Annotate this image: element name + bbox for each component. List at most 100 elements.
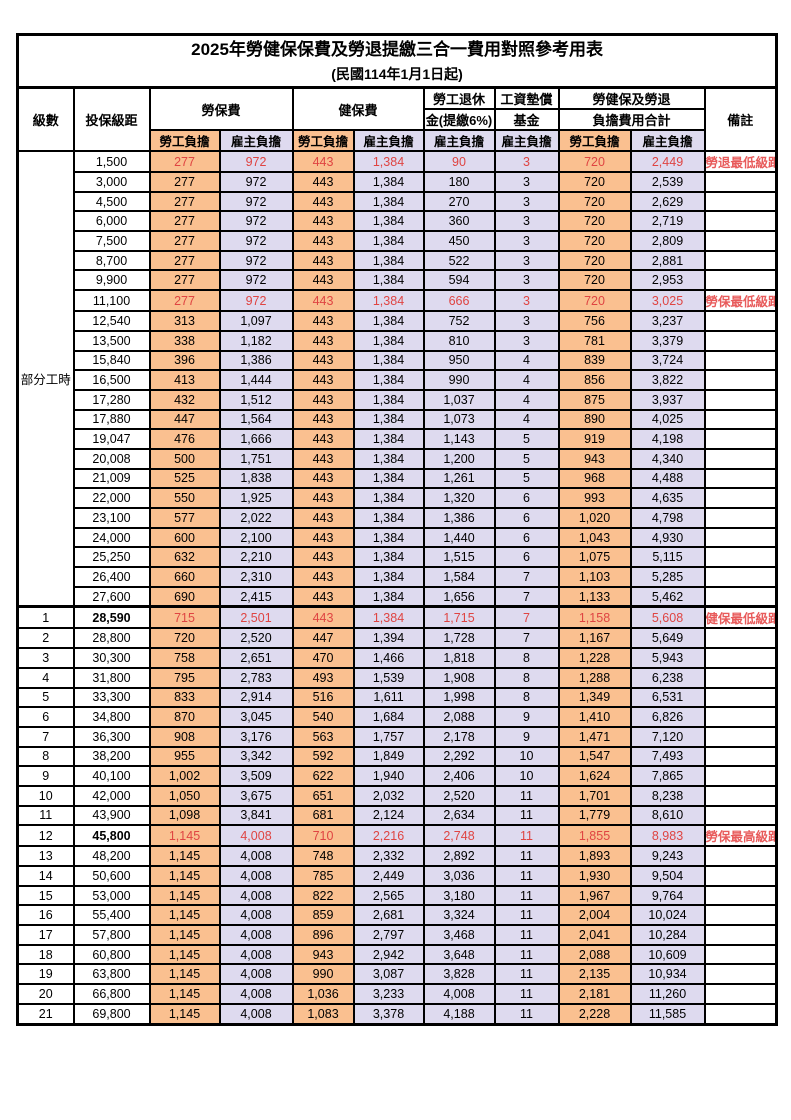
remark-cell <box>703 865 778 887</box>
level-cell: 1 <box>16 605 75 630</box>
pension-employer-cell: 2,892 <box>422 845 496 867</box>
wage-fund-employer-cell: 11 <box>493 924 560 946</box>
labor-employer-cell: 2,210 <box>218 546 294 569</box>
table-row: 18 60,800 1,145 4,008 943 2,942 3,648 11 2,088 10… <box>16 943 778 966</box>
level-cell: 9 <box>16 765 75 787</box>
table-row: 4 31,800 795 2,783 493 1,539 1,908 8 1,288 6,238 <box>16 666 778 689</box>
total-employee-cell: 1,855 <box>557 824 632 848</box>
health-employee-cell: 443 <box>291 408 355 431</box>
pension-employer-cell: 180 <box>422 171 496 193</box>
health-employee-cell: 443 <box>291 171 355 193</box>
header-row-1: 級數 投保級距 勞保費 健保費 勞工退休 工資墊償 勞健保及勞退 備註 <box>16 86 778 152</box>
wage-fund-employer-cell: 3 <box>493 190 560 213</box>
labor-employer-cell: 4,008 <box>218 983 294 1005</box>
level-cell: 11 <box>16 804 75 827</box>
remark-cell: 勞退最低級距 <box>703 150 778 173</box>
health-employer-cell: 1,384 <box>352 171 425 193</box>
table-row: 20 66,800 1,145 4,008 1,036 3,233 4,008 11 2,181… <box>16 983 778 1005</box>
total-employee-cell: 756 <box>557 310 632 332</box>
remark-cell <box>703 666 778 689</box>
remark-cell <box>703 686 778 709</box>
labor-employee-cell: 500 <box>148 447 221 470</box>
labor-employee-cell: 277 <box>148 150 221 173</box>
part-time-label-cell: 部分工時 <box>16 150 75 608</box>
pension-employer-cell: 1,908 <box>422 666 496 689</box>
pension-employer-cell: 4,188 <box>422 1002 496 1026</box>
remark-cell <box>703 269 778 292</box>
total-employer-cell: 6,826 <box>629 706 706 728</box>
health-employee-cell: 516 <box>291 686 355 709</box>
header-row-2: 金(提繳6%) 基金 負擔費用合計 <box>18 108 777 131</box>
pension-employer-cell: 4,008 <box>422 983 496 1005</box>
labor-employee-cell: 313 <box>148 310 221 332</box>
table-row: 2 28,800 720 2,520 447 1,394 1,728 7 1,167 5,649 <box>16 627 778 650</box>
total-employee-cell: 1,410 <box>557 706 632 728</box>
labor-employee-cell: 690 <box>148 585 221 608</box>
total-employee-cell: 720 <box>557 190 632 213</box>
health-employee-cell: 540 <box>291 706 355 728</box>
labor-employer-cell: 4,008 <box>218 963 294 986</box>
subheader-total-employer: 雇主負擔 <box>629 129 706 152</box>
pension-employer-cell: 1,073 <box>422 408 496 431</box>
table-row: 16 55,400 1,145 4,008 859 2,681 3,324 11 2,004 10… <box>16 904 778 927</box>
remark-cell <box>703 1002 778 1026</box>
health-employer-cell: 3,378 <box>352 1002 425 1026</box>
remark-cell <box>703 884 778 907</box>
col-header-level: 級數 <box>16 86 75 152</box>
table-row: 22,000 550 1,925 443 1,384 1,320 6 993 4,635 <box>18 487 778 509</box>
subheader-health-employee: 勞工負擔 <box>291 129 355 152</box>
labor-employer-cell: 1,751 <box>218 447 294 470</box>
labor-employee-cell: 476 <box>148 428 221 450</box>
health-employer-cell: 2,565 <box>352 884 425 907</box>
total-employee-cell: 781 <box>557 329 632 352</box>
table-row: 23,100 577 2,022 443 1,384 1,386 6 1,020 4,798 <box>18 507 778 529</box>
remark-cell <box>703 627 778 650</box>
pension-employer-cell: 1,998 <box>422 686 496 709</box>
bracket-cell: 21,009 <box>72 467 151 490</box>
health-employer-cell: 1,384 <box>352 585 425 608</box>
total-employer-cell: 6,531 <box>629 686 706 709</box>
total-employee-cell: 720 <box>557 230 632 252</box>
table-row: 7,500 277 972 443 1,384 450 3 720 2,809 <box>18 230 778 252</box>
col-header-total-top: 勞健保及勞退 <box>557 86 706 110</box>
wage-fund-employer-cell: 7 <box>493 605 560 630</box>
health-employee-cell: 785 <box>291 865 355 887</box>
labor-employee-cell: 577 <box>148 507 221 529</box>
pension-employer-cell: 2,634 <box>422 804 496 827</box>
wage-fund-employer-cell: 11 <box>493 904 560 927</box>
labor-employer-cell: 972 <box>218 249 294 272</box>
wage-fund-employer-cell: 8 <box>493 666 560 689</box>
subheader-labor-employer: 雇主負擔 <box>218 129 294 152</box>
pension-employer-cell: 810 <box>422 329 496 352</box>
table-row: 9 40,100 1,002 3,509 622 1,940 2,406 10 1,624 7,8… <box>16 765 778 787</box>
total-employee-cell: 1,471 <box>557 725 632 748</box>
health-employer-cell: 1,466 <box>352 647 425 669</box>
remark-cell <box>703 845 778 867</box>
health-employer-cell: 1,384 <box>352 507 425 529</box>
table-row: 14 50,600 1,145 4,008 785 2,449 3,036 11 1,930 9,… <box>16 865 778 887</box>
labor-employee-cell: 277 <box>148 269 221 292</box>
bracket-cell: 31,800 <box>72 666 151 689</box>
labor-employee-cell: 870 <box>148 706 221 728</box>
table-row: 17,280 432 1,512 443 1,384 1,037 4 875 3,937 <box>18 388 778 411</box>
pension-employer-cell: 270 <box>422 190 496 213</box>
health-employer-cell: 1,384 <box>352 230 425 252</box>
total-employer-cell: 8,610 <box>629 804 706 827</box>
pension-employer-cell: 950 <box>422 349 496 372</box>
labor-employee-cell: 277 <box>148 210 221 233</box>
level-cell: 14 <box>16 865 75 887</box>
total-employee-cell: 720 <box>557 150 632 173</box>
labor-employer-cell: 1,666 <box>218 428 294 450</box>
total-employee-cell: 2,228 <box>557 1002 632 1026</box>
total-employee-cell: 1,133 <box>557 585 632 608</box>
pension-employer-cell: 2,088 <box>422 706 496 728</box>
total-employer-cell: 5,608 <box>629 605 706 630</box>
health-employer-cell: 1,757 <box>352 725 425 748</box>
labor-employer-cell: 4,008 <box>218 1002 294 1026</box>
labor-employee-cell: 1,145 <box>148 865 221 887</box>
remark-cell <box>703 230 778 252</box>
health-employer-cell: 3,233 <box>352 983 425 1005</box>
health-employer-cell: 1,384 <box>352 349 425 372</box>
total-employee-cell: 968 <box>557 467 632 490</box>
health-employer-cell: 1,384 <box>352 526 425 549</box>
